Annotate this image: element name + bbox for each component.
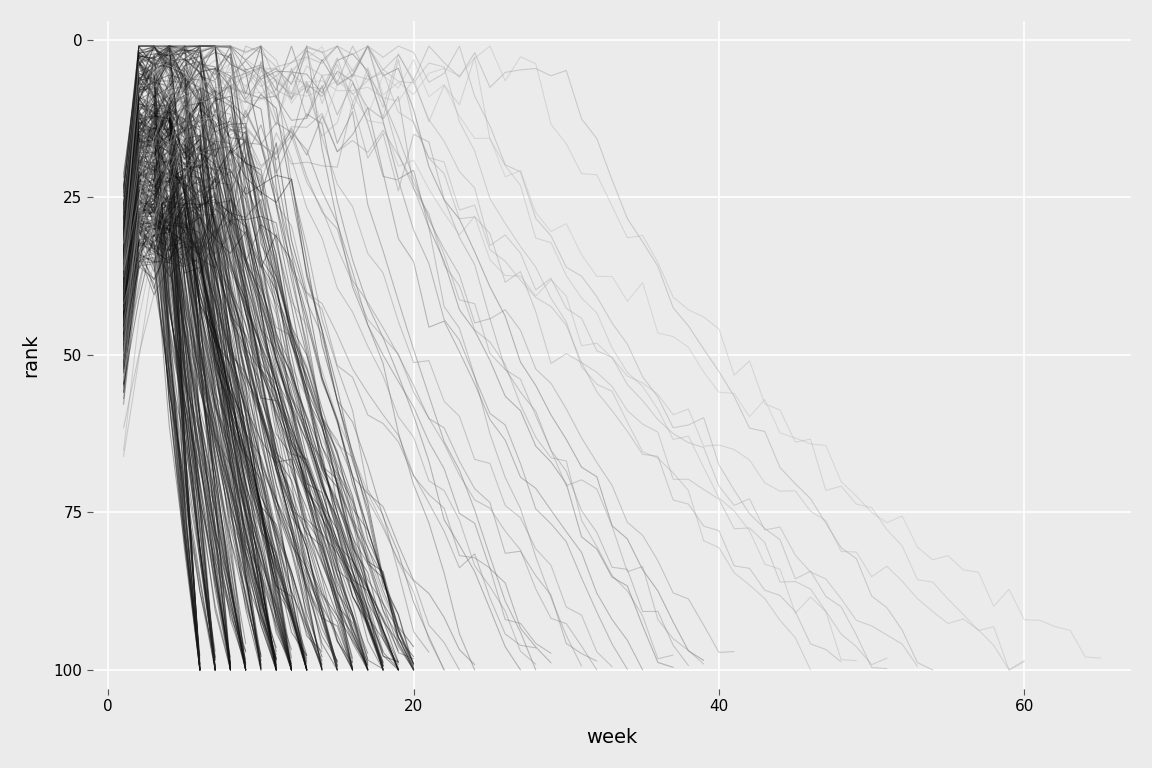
X-axis label: week: week — [586, 728, 638, 747]
Y-axis label: rank: rank — [21, 333, 40, 376]
